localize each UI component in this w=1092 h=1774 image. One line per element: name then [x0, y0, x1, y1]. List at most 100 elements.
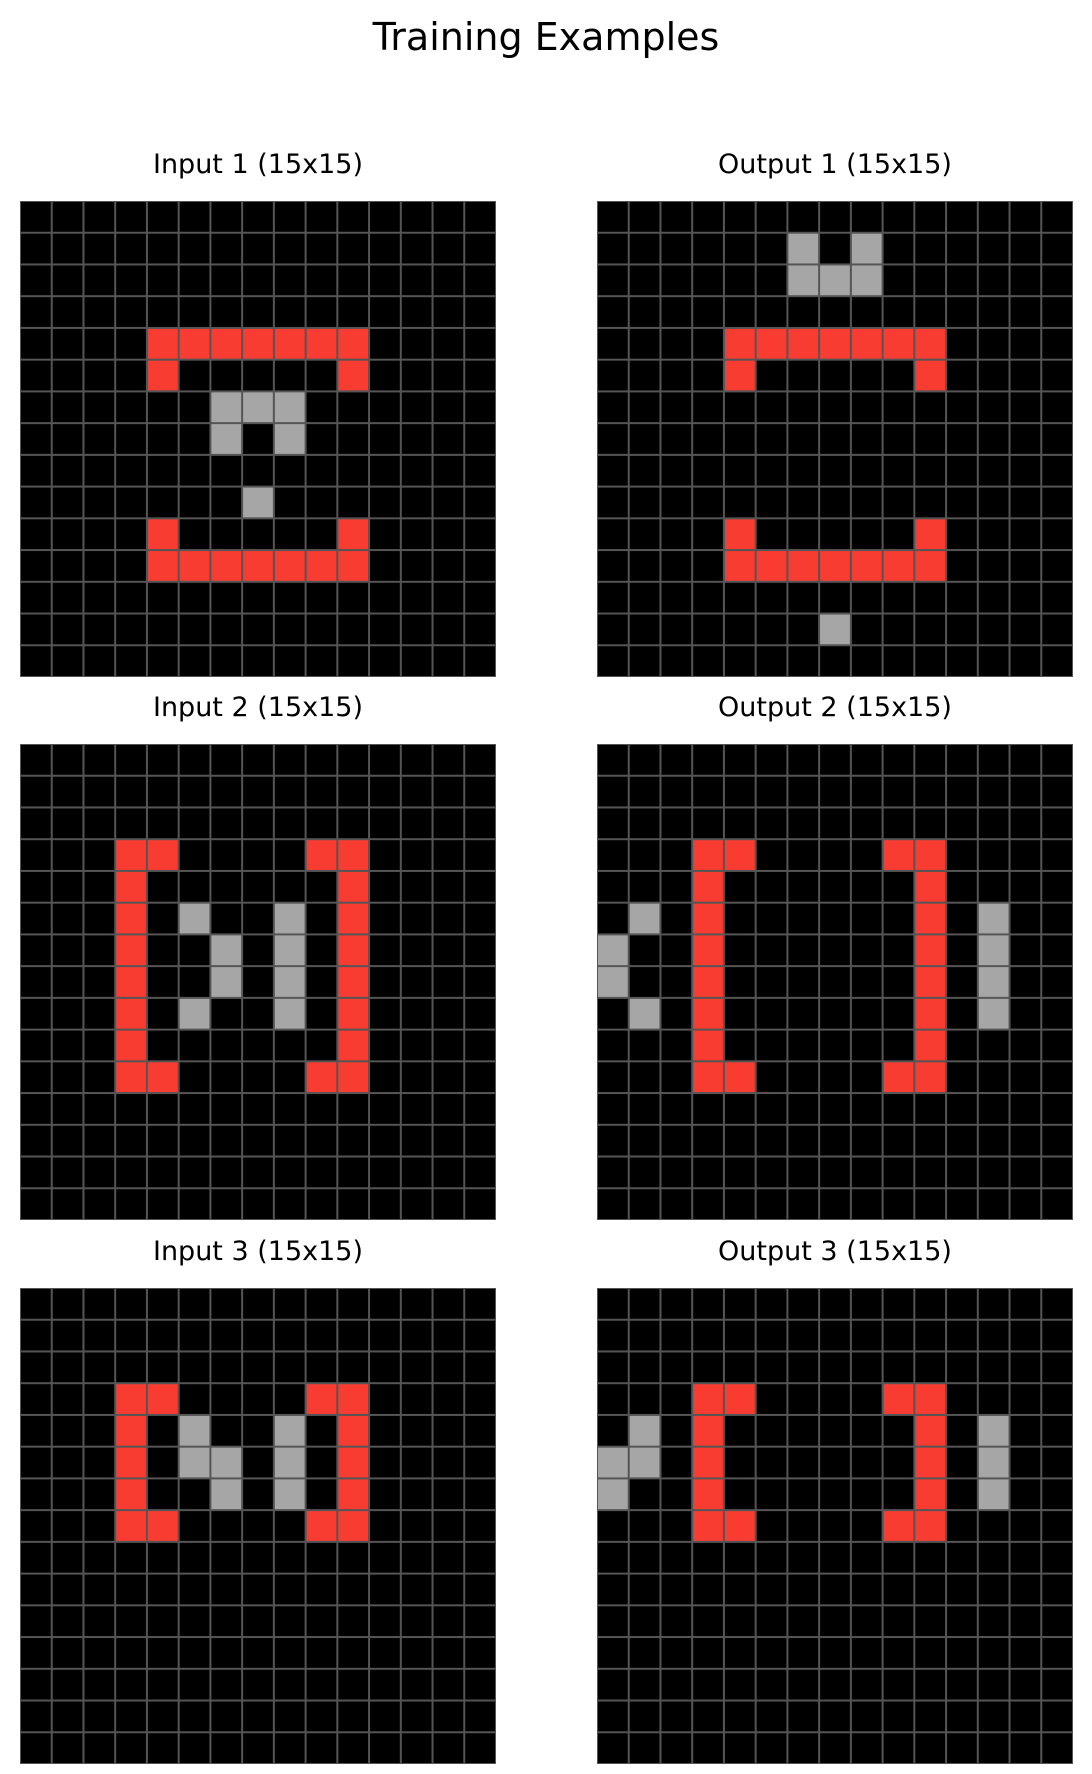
output-grid-1-cell-r10-c9	[883, 519, 914, 550]
input-grid-3-cell-r14-c9	[306, 1733, 337, 1763]
output-grid-3-cell-r2-c4	[724, 1352, 755, 1383]
output-grid-1-cell-r0-c0	[598, 202, 628, 232]
input-grid-2-cell-r3-c1	[52, 840, 83, 870]
input-grid-3-cell-r9-c3	[116, 1574, 146, 1605]
output-grid-3-cell-r6-c3	[693, 1479, 723, 1510]
output-grid-3-cell-r8-c11	[947, 1542, 977, 1573]
input-grid-3-cell-r6-c0	[21, 1479, 51, 1510]
output-grid-2-cell-r5-c11	[947, 903, 977, 934]
input-grid-1-cell-r7-c9	[306, 424, 337, 454]
input-grid-1-cell-r7-c10	[338, 424, 369, 454]
output-grid-1-cell-r6-c13	[1010, 392, 1041, 423]
input-grid-3-cell-r12-c10	[338, 1669, 369, 1700]
output-grid-1-cell-r6-c2	[661, 392, 692, 423]
output-grid-3-cell-r0-c8	[851, 1289, 882, 1319]
output-grid-2-cell-r14-c3	[693, 1189, 723, 1219]
output-grid-1-cell-r12-c2	[661, 582, 692, 613]
output-grid-2-cell-r13-c5	[756, 1157, 787, 1188]
output-panel-3: Output 3 (15x15)	[597, 1234, 1073, 1764]
output-grid-3-cell-r13-c7	[820, 1701, 850, 1732]
input-grid-3-cell-r13-c14	[465, 1701, 495, 1732]
output-grid-3-cell-r14-c13	[1010, 1733, 1041, 1763]
input-grid-2-cell-r13-c4	[147, 1157, 178, 1188]
output-grid-1-cell-r5-c10	[915, 360, 946, 391]
input-grid-2-cell-r6-c7	[243, 935, 273, 966]
input-grid-2-cell-r6-c5	[179, 935, 210, 966]
input-grid-1-cell-r10-c5	[179, 519, 210, 550]
input-grid-3-cell-r1-c4	[147, 1320, 178, 1351]
output-grid-1-cell-r8-c4	[724, 455, 755, 486]
output-grid-3-cell-r0-c6	[788, 1289, 819, 1319]
input-grid-1-cell-r13-c6	[211, 614, 242, 645]
output-grid-1-cell-r0-c10	[915, 202, 946, 232]
output-grid-3-cell-r6-c6	[788, 1479, 819, 1510]
output-grid-2-cell-r2-c1	[629, 808, 660, 839]
output-grid-1-cell-r4-c0	[598, 328, 628, 359]
input-grid-2-cell-r13-c14	[465, 1157, 495, 1188]
input-grid-1-cell-r3-c8	[274, 297, 305, 327]
output-grid-1-cell-r12-c12	[978, 582, 1009, 613]
output-grid-2-cell-r8-c5	[756, 998, 787, 1029]
output-grid-3-cell-r3-c12	[978, 1384, 1009, 1414]
input-grid-3-cell-r1-c3	[116, 1320, 146, 1351]
input-grid-2-cell-r4-c5	[179, 871, 210, 902]
input-grid-1-cell-r14-c12	[401, 646, 432, 676]
input-grid-2-cell-r10-c11	[370, 1062, 400, 1093]
output-grid-1-cell-r1-c7	[820, 233, 850, 264]
output-grid-1-cell-r12-c11	[947, 582, 977, 613]
input-grid-3-cell-r12-c0	[21, 1669, 51, 1700]
output-grid-1-cell-r7-c9	[883, 424, 914, 454]
output-grid-2-cell-r1-c8	[851, 776, 882, 807]
output-grid-1-cell-r6-c1	[629, 392, 660, 423]
output-grid-1-cell-r14-c4	[724, 646, 755, 676]
input-grid-2-cell-r3-c0	[21, 840, 51, 870]
input-grid-1-cell-r5-c7	[243, 360, 273, 391]
input-panel-3: Input 3 (15x15)	[20, 1234, 496, 1764]
input-grid-2	[20, 744, 496, 1220]
input-grid-3-cell-r9-c12	[401, 1574, 432, 1605]
input-grid-1-cell-r13-c2	[84, 614, 115, 645]
input-grid-2-cell-r10-c8	[274, 1062, 305, 1093]
output-grid-1-cell-r0-c14	[1042, 202, 1072, 232]
input-grid-3-cell-r5-c13	[433, 1447, 464, 1478]
input-grid-1-cell-r4-c5	[179, 328, 210, 359]
input-grid-1-cell-r11-c9	[306, 551, 337, 581]
input-grid-1-cell-r5-c6	[211, 360, 242, 391]
output-grid-2-cell-r12-c5	[756, 1125, 787, 1156]
input-grid-2-cell-r7-c0	[21, 967, 51, 997]
output-grid-1-cell-r4-c12	[978, 328, 1009, 359]
output-grid-3-cell-r9-c13	[1010, 1574, 1041, 1605]
output-grid-1-cell-r3-c7	[820, 297, 850, 327]
output-grid-3-cell-r8-c10	[915, 1542, 946, 1573]
output-grid-1-cell-r6-c9	[883, 392, 914, 423]
input-grid-3-cell-r6-c14	[465, 1479, 495, 1510]
input-grid-3-cell-r6-c8	[274, 1479, 305, 1510]
output-grid-1-cell-r14-c14	[1042, 646, 1072, 676]
output-grid-1-cell-r9-c9	[883, 487, 914, 518]
output-grid-2-cell-r6-c9	[883, 935, 914, 966]
output-grid-3-cell-r8-c14	[1042, 1542, 1072, 1573]
output-grid-1-cell-r6-c12	[978, 392, 1009, 423]
output-grid-1-cell-r0-c3	[693, 202, 723, 232]
output-grid-2-cell-r11-c12	[978, 1094, 1009, 1124]
output-grid-1-cell-r13-c14	[1042, 614, 1072, 645]
output-grid-2-cell-r3-c4	[724, 840, 755, 870]
input-grid-2-cell-r10-c12	[401, 1062, 432, 1093]
output-grid-2-cell-r2-c14	[1042, 808, 1072, 839]
input-grid-3-cell-r2-c6	[211, 1352, 242, 1383]
input-grid-2-cell-r2-c7	[243, 808, 273, 839]
output-grid-1-cell-r6-c3	[693, 392, 723, 423]
input-grid-1-cell-r3-c11	[370, 297, 400, 327]
input-grid-1-cell-r6-c7	[243, 392, 273, 423]
input-grid-1-cell-r14-c3	[116, 646, 146, 676]
input-grid-2-cell-r4-c11	[370, 871, 400, 902]
input-grid-3-cell-r13-c12	[401, 1701, 432, 1732]
output-grid-3-cell-r12-c8	[851, 1669, 882, 1700]
input-grid-2-cell-r10-c4	[147, 1062, 178, 1093]
input-grid-3-cell-r9-c11	[370, 1574, 400, 1605]
input-grid-3-cell-r12-c14	[465, 1669, 495, 1700]
input-grid-2-cell-r13-c3	[116, 1157, 146, 1188]
output-grid-2-cell-r9-c8	[851, 1030, 882, 1061]
input-grid-1-cell-r1-c5	[179, 233, 210, 264]
output-grid-2-cell-r4-c13	[1010, 871, 1041, 902]
